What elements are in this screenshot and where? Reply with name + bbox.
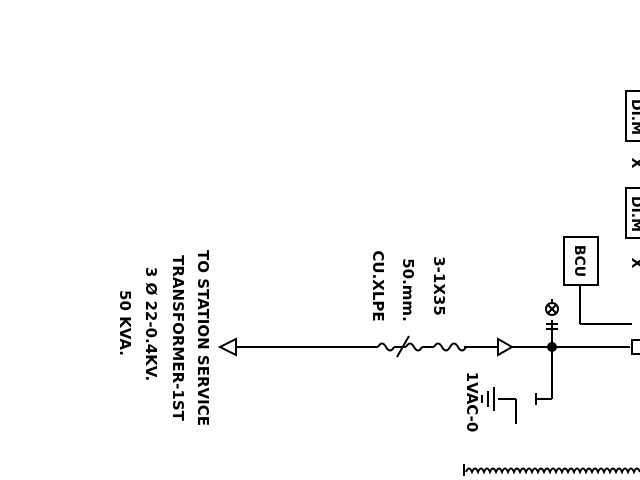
- ct-crossed-circle-icon: [545, 299, 559, 316]
- meter-left-cross: X: [628, 258, 640, 269]
- ground-icon: [481, 387, 517, 424]
- bcu-box: BCU: [563, 236, 599, 286]
- transformer-label-line3: 3 Ø 22-0.4KV.: [142, 267, 160, 381]
- transformer-label-line2: TRANSFORMER-1ST: [169, 255, 187, 421]
- cable-label-line2: 50.mm.: [399, 258, 417, 322]
- transformer-label-line1: TO STATION SERVICE: [194, 250, 212, 426]
- bus-bracket: [631, 339, 640, 355]
- incoming-arrow-icon: [497, 337, 515, 357]
- meter-left-label: DI.M: [628, 196, 640, 232]
- cable-label: CU.XLPE 50.mm. 3-1X35: [369, 250, 448, 321]
- ground-label: 1VAC-0: [463, 372, 481, 433]
- terminal-arrow-icon: [217, 337, 237, 357]
- meter-box-left: DI.M: [625, 187, 640, 239]
- cable-label-line1: CU.XLPE: [369, 250, 387, 321]
- cable-wave-icon: [377, 342, 468, 352]
- meter-box-right: DI.M: [625, 90, 640, 142]
- busbar-wave: [465, 467, 640, 475]
- cable-slash: [396, 335, 410, 358]
- transformer-label-line4: 50 KVA.: [116, 290, 134, 356]
- meter-right-cross: X: [628, 158, 640, 169]
- bcu-label: BCU: [571, 245, 587, 277]
- cable-label-line3: 3-1X35: [430, 256, 448, 316]
- meter-right-label: DI.M: [628, 99, 640, 135]
- transformer-label: TO STATION SERVICE TRANSFORMER-1ST 3 Ø 2…: [116, 250, 212, 426]
